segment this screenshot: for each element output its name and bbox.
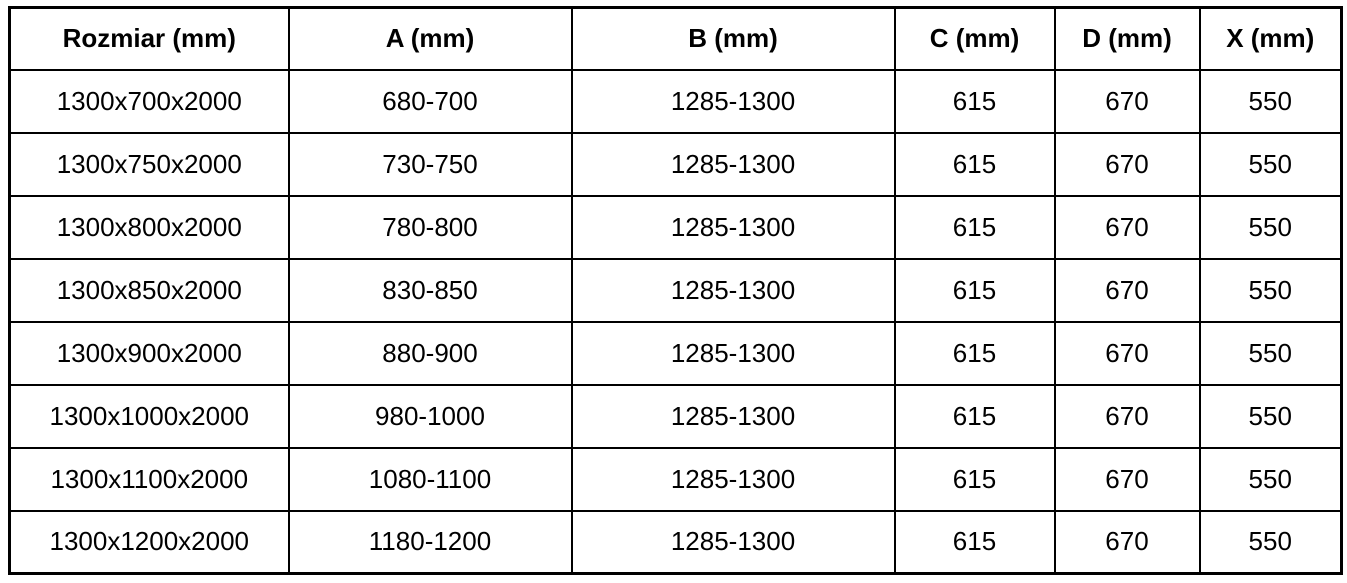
table-cell: 670	[1053, 383, 1201, 449]
table-row: 1300x700x2000 680-700 1285-1300 615 670 550	[8, 68, 1343, 134]
size-table-container: Rozmiar (mm) A (mm) B (mm) C (mm) D (mm) X (m…	[8, 6, 1343, 575]
table-row: 1300x800x2000 780-800 1285-1300 615 670 550	[8, 194, 1343, 260]
table-cell: 1300x800x2000	[8, 194, 290, 260]
header-row: Rozmiar (mm) A (mm) B (mm) C (mm) D (mm) X (m…	[8, 6, 1343, 71]
table-cell: 550	[1198, 320, 1343, 386]
table-body: 1300x700x2000 680-700 1285-1300 615 670 550 13…	[8, 68, 1343, 575]
table-cell: 980-1000	[287, 383, 573, 449]
table-cell: 830-850	[287, 257, 573, 323]
table-cell: 1285-1300	[570, 383, 896, 449]
table-cell: 615	[893, 68, 1056, 134]
table-cell: 1285-1300	[570, 194, 896, 260]
table-cell: 670	[1053, 68, 1201, 134]
table-cell: 1300x1200x2000	[8, 509, 290, 575]
table-cell: 1285-1300	[570, 131, 896, 197]
table-cell: 615	[893, 194, 1056, 260]
table-cell: 1285-1300	[570, 446, 896, 512]
table-cell: 550	[1198, 383, 1343, 449]
column-header-x: X (mm)	[1198, 6, 1343, 71]
table-cell: 780-800	[287, 194, 573, 260]
column-header-a: A (mm)	[287, 6, 573, 71]
table-cell: 670	[1053, 257, 1201, 323]
table-cell: 550	[1198, 446, 1343, 512]
table-row: 1300x850x2000 830-850 1285-1300 615 670 550	[8, 257, 1343, 323]
table-cell: 550	[1198, 68, 1343, 134]
table-cell: 550	[1198, 257, 1343, 323]
table-cell: 615	[893, 383, 1056, 449]
table-cell: 550	[1198, 131, 1343, 197]
table-cell: 550	[1198, 194, 1343, 260]
table-cell: 1300x1000x2000	[8, 383, 290, 449]
table-header: Rozmiar (mm) A (mm) B (mm) C (mm) D (mm) X (m…	[8, 6, 1343, 71]
table-cell: 670	[1053, 131, 1201, 197]
table-row: 1300x1100x2000 1080-1100 1285-1300 615 670 55…	[8, 446, 1343, 512]
table-row: 1300x750x2000 730-750 1285-1300 615 670 550	[8, 131, 1343, 197]
column-header-rozmiar: Rozmiar (mm)	[8, 6, 290, 71]
table-cell: 615	[893, 446, 1056, 512]
table-cell: 1080-1100	[287, 446, 573, 512]
table-cell: 615	[893, 509, 1056, 575]
table-cell: 550	[1198, 509, 1343, 575]
table-cell: 1285-1300	[570, 509, 896, 575]
table-cell: 670	[1053, 320, 1201, 386]
table-cell: 615	[893, 320, 1056, 386]
table-cell: 1285-1300	[570, 320, 896, 386]
table-cell: 1285-1300	[570, 68, 896, 134]
table-row: 1300x1000x2000 980-1000 1285-1300 615 670 550	[8, 383, 1343, 449]
table-cell: 1300x750x2000	[8, 131, 290, 197]
table-cell: 880-900	[287, 320, 573, 386]
column-header-b: B (mm)	[570, 6, 896, 71]
table-row: 1300x1200x2000 1180-1200 1285-1300 615 670 55…	[8, 509, 1343, 575]
table-cell: 615	[893, 257, 1056, 323]
table-cell: 670	[1053, 509, 1201, 575]
table-cell: 1300x900x2000	[8, 320, 290, 386]
table-row: 1300x900x2000 880-900 1285-1300 615 670 550	[8, 320, 1343, 386]
table-cell: 1300x700x2000	[8, 68, 290, 134]
column-header-d: D (mm)	[1053, 6, 1201, 71]
table-cell: 1300x1100x2000	[8, 446, 290, 512]
table-cell: 615	[893, 131, 1056, 197]
table-cell: 730-750	[287, 131, 573, 197]
table-cell: 670	[1053, 446, 1201, 512]
table-cell: 670	[1053, 194, 1201, 260]
table-cell: 1285-1300	[570, 257, 896, 323]
table-cell: 1300x850x2000	[8, 257, 290, 323]
table-cell: 680-700	[287, 68, 573, 134]
column-header-c: C (mm)	[893, 6, 1056, 71]
table-cell: 1180-1200	[287, 509, 573, 575]
size-specification-table: Rozmiar (mm) A (mm) B (mm) C (mm) D (mm) X (m…	[8, 6, 1343, 575]
